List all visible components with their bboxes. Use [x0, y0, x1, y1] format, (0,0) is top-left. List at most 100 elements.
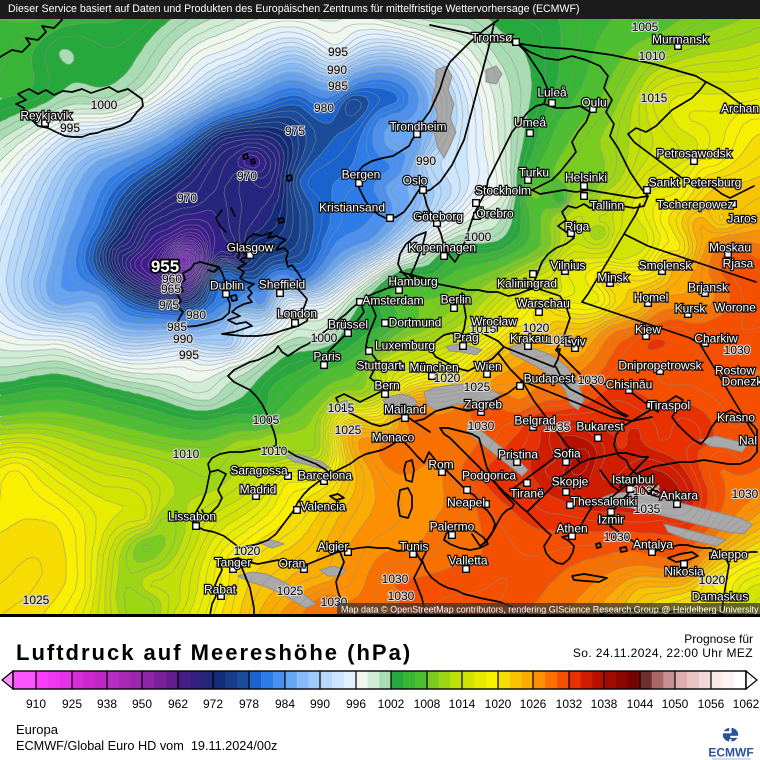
svg-text:Dnipropetrowsk: Dnipropetrowsk: [618, 359, 702, 373]
svg-text:938: 938: [97, 697, 117, 711]
svg-text:Trondheim: Trondheim: [390, 120, 447, 134]
svg-text:985: 985: [167, 320, 187, 334]
svg-text:990: 990: [173, 332, 193, 346]
svg-text:1025: 1025: [277, 584, 304, 598]
svg-text:Antalya: Antalya: [633, 538, 673, 552]
svg-text:Damaskus: Damaskus: [692, 590, 749, 604]
svg-text:1015: 1015: [470, 322, 497, 336]
svg-text:1015: 1015: [641, 91, 668, 105]
svg-text:1062: 1062: [733, 697, 760, 711]
svg-text:Wien: Wien: [474, 360, 501, 374]
svg-text:990: 990: [310, 697, 330, 711]
svg-text:Kopenhagen: Kopenhagen: [408, 241, 476, 255]
svg-text:1030: 1030: [468, 419, 495, 433]
svg-text:Podgorica: Podgorica: [462, 469, 516, 483]
svg-text:Hamburg: Hamburg: [388, 275, 437, 289]
svg-text:Tunis: Tunis: [400, 540, 429, 554]
svg-text:980: 980: [314, 101, 334, 115]
svg-text:Kaliningrad: Kaliningrad: [497, 277, 557, 291]
svg-text:Tscherepowez: Tscherepowez: [657, 198, 734, 212]
svg-text:London: London: [277, 307, 317, 321]
svg-text:Warschau: Warschau: [516, 297, 570, 311]
svg-text:Charkiw: Charkiw: [694, 332, 738, 346]
svg-text:Dortmund: Dortmund: [389, 316, 442, 330]
svg-text:1030: 1030: [388, 589, 415, 603]
svg-text:975: 975: [285, 124, 305, 138]
svg-text:Zagreb: Zagreb: [464, 398, 502, 412]
svg-text:ECMWF: ECMWF: [708, 746, 753, 760]
svg-text:Stuttgart: Stuttgart: [356, 359, 402, 373]
svg-text:1030: 1030: [578, 373, 605, 387]
svg-text:Tiraspol: Tiraspol: [648, 399, 690, 413]
svg-text:Athen: Athen: [556, 522, 587, 536]
svg-text:Nikosia: Nikosia: [664, 565, 704, 579]
svg-text:1020: 1020: [699, 573, 726, 587]
svg-text:Skopje: Skopje: [552, 475, 589, 489]
svg-text:980: 980: [186, 308, 206, 322]
svg-text:950: 950: [132, 697, 152, 711]
svg-text:984: 984: [275, 697, 295, 711]
svg-text:Homel: Homel: [634, 291, 669, 305]
svg-text:1035: 1035: [634, 502, 661, 516]
svg-text:Stockholm: Stockholm: [475, 184, 531, 198]
svg-text:996: 996: [346, 697, 366, 711]
svg-text:1032: 1032: [556, 697, 583, 711]
svg-text:1044: 1044: [627, 697, 654, 711]
svg-text:Monaco: Monaco: [372, 431, 415, 445]
svg-text:Kursk: Kursk: [675, 302, 707, 316]
svg-text:1010: 1010: [261, 444, 288, 458]
svg-text:1000: 1000: [91, 98, 118, 112]
svg-text:1002: 1002: [378, 697, 405, 711]
svg-text:Brjansk: Brjansk: [688, 281, 729, 295]
svg-text:Jaros: Jaros: [727, 212, 756, 226]
svg-text:1025: 1025: [464, 380, 491, 394]
svg-text:1026: 1026: [520, 697, 547, 711]
svg-text:1025: 1025: [23, 593, 50, 607]
svg-text:Vilnius: Vilnius: [550, 259, 585, 273]
svg-text:Wrocław: Wrocław: [471, 315, 517, 329]
svg-text:Örebro: Örebro: [476, 207, 514, 221]
svg-text:Rostow: Rostow: [715, 364, 755, 378]
svg-text:Valencia: Valencia: [300, 500, 345, 514]
svg-text:Valletta: Valletta: [448, 554, 487, 568]
svg-text:962: 962: [168, 697, 188, 711]
svg-text:Barcelona: Barcelona: [298, 469, 352, 483]
svg-text:1010: 1010: [639, 49, 666, 63]
svg-text:Dublin: Dublin: [210, 279, 244, 293]
svg-text:Murmansk: Murmansk: [652, 33, 709, 47]
svg-text:1020: 1020: [234, 544, 261, 558]
svg-text:1030: 1030: [732, 487, 759, 501]
svg-text:Sofia: Sofia: [553, 447, 581, 461]
svg-text:Bern: Bern: [374, 379, 399, 393]
svg-text:990: 990: [416, 154, 436, 168]
svg-text:Palermo: Palermo: [430, 520, 475, 534]
svg-text:München: München: [409, 361, 458, 375]
svg-text:910: 910: [26, 697, 46, 711]
svg-text:Rjasa: Rjasa: [723, 257, 754, 271]
svg-text:1020: 1020: [485, 697, 512, 711]
svg-text:Smolensk: Smolensk: [639, 259, 693, 273]
svg-text:Tallinn: Tallinn: [590, 199, 624, 213]
svg-text:1050: 1050: [662, 697, 689, 711]
svg-text:978: 978: [239, 697, 259, 711]
svg-text:1030: 1030: [382, 572, 409, 586]
svg-text:Petrosawodsk: Petrosawodsk: [656, 147, 732, 161]
svg-text:1025: 1025: [547, 333, 574, 347]
svg-text:Berlin: Berlin: [441, 293, 472, 307]
svg-text:Tanger: Tanger: [215, 556, 252, 570]
svg-text:Luxemburg: Luxemburg: [375, 339, 435, 353]
svg-text:Reykjavik: Reykjavik: [20, 109, 72, 123]
svg-text:Nal: Nal: [739, 434, 757, 448]
svg-text:1010: 1010: [173, 447, 200, 461]
svg-text:Madrid: Madrid: [240, 483, 277, 497]
svg-text:995: 995: [179, 348, 199, 362]
svg-text:Sankt Petersburg: Sankt Petersburg: [649, 176, 742, 190]
svg-text:1005: 1005: [253, 413, 280, 427]
svg-text:965: 965: [161, 282, 181, 296]
svg-text:Bukarest: Bukarest: [576, 420, 624, 434]
svg-text:Ankara: Ankara: [660, 489, 698, 503]
svg-text:Rabat: Rabat: [204, 583, 237, 597]
svg-text:Pristina: Pristina: [498, 448, 538, 462]
svg-text:Paris: Paris: [313, 350, 340, 364]
svg-text:Riga: Riga: [565, 220, 590, 234]
